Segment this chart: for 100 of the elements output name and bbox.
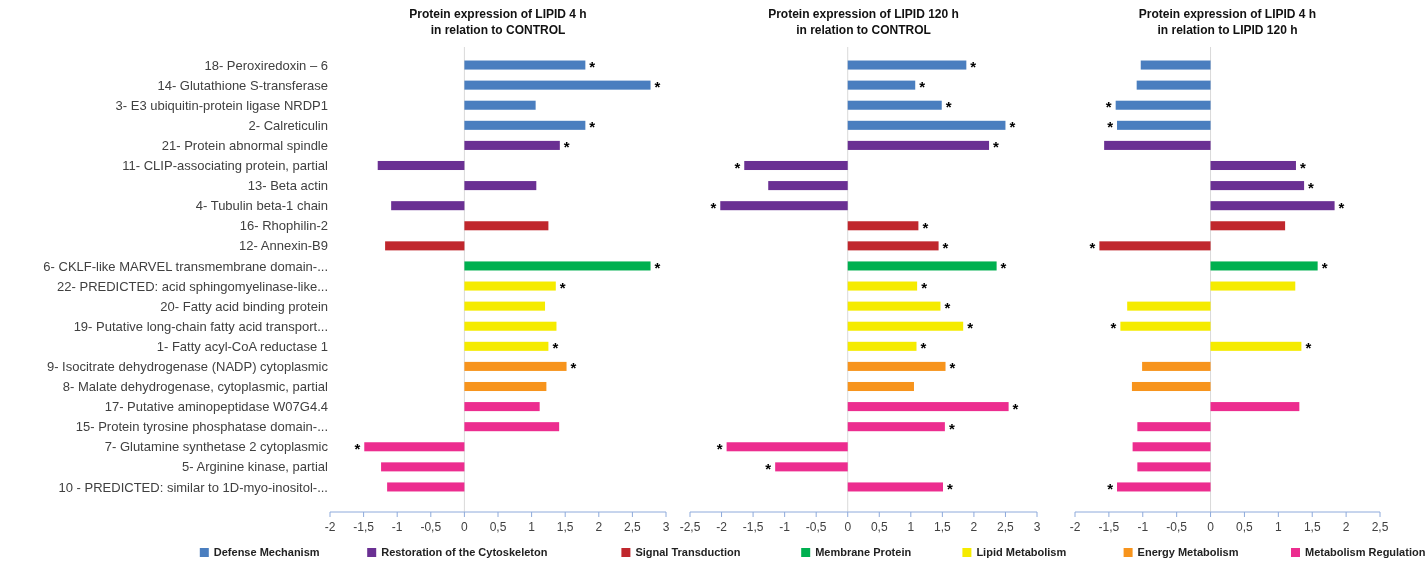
y-tick-label: 12- Annexin-B9 bbox=[239, 238, 328, 254]
bar bbox=[847, 281, 918, 291]
x-tick-label: 0 bbox=[844, 520, 852, 534]
x-tick-label: -1 bbox=[391, 520, 403, 534]
x-tick-label: -1 bbox=[1137, 520, 1149, 534]
data-label: * bbox=[944, 299, 951, 317]
data-label: * bbox=[1338, 198, 1345, 216]
y-tick-label: 16- Rhophilin-2 bbox=[239, 218, 328, 234]
data-label: * bbox=[1089, 238, 1096, 256]
data-label: * bbox=[919, 78, 926, 96]
bar bbox=[847, 221, 919, 231]
chart-title: Protein expression of LIPID 4 h in relation to LIPID 120 h bbox=[1138, 7, 1317, 37]
x-tick-label: -1,5 bbox=[353, 520, 375, 534]
y-tick-label: 1- Fatty acyl-CoA reductase 1 bbox=[156, 338, 328, 354]
bar bbox=[847, 301, 941, 311]
bar bbox=[1140, 60, 1211, 70]
bar bbox=[464, 361, 567, 371]
data-label: * bbox=[946, 479, 953, 497]
data-label: * bbox=[552, 339, 559, 357]
bar bbox=[1210, 341, 1302, 351]
bar bbox=[464, 281, 556, 291]
data-label: * bbox=[1107, 479, 1114, 497]
y-tick-label: 19- Putative long-chain fatty acid transport... bbox=[73, 318, 328, 334]
legend-label: Signal Transduction bbox=[635, 546, 741, 558]
bar bbox=[1210, 261, 1318, 271]
x-tick-label: 3 bbox=[1033, 520, 1041, 534]
bar bbox=[1210, 181, 1305, 191]
x-tick-label: 0,5 bbox=[489, 520, 507, 534]
data-label: * bbox=[710, 198, 717, 216]
data-label: * bbox=[970, 58, 977, 76]
bar bbox=[847, 100, 942, 110]
legend-label: Restoration of the Cytoskeleton bbox=[381, 546, 548, 558]
y-tick-label: 7- Glutamine synthetase 2 cytoplasmic bbox=[104, 439, 329, 455]
y-tick-label: 17- Putative aminopeptidase W07G4.4 bbox=[104, 399, 328, 415]
x-tick-label: -2 bbox=[716, 520, 728, 534]
data-label: * bbox=[1012, 399, 1019, 417]
bar bbox=[464, 80, 651, 90]
bar bbox=[464, 341, 549, 351]
data-label: * bbox=[948, 419, 955, 437]
x-tick-label: 2,5 bbox=[997, 520, 1015, 534]
bar bbox=[847, 80, 916, 90]
x-tick-label: 2 bbox=[595, 520, 603, 534]
bar bbox=[847, 381, 914, 392]
data-label: * bbox=[922, 218, 929, 236]
bar bbox=[464, 140, 560, 150]
x-tick-label: -1,5 bbox=[1098, 520, 1120, 534]
data-label: * bbox=[942, 238, 949, 256]
y-tick-label: 8- Malate dehydrogenase, cytoplasmic, partial bbox=[62, 379, 329, 395]
bar bbox=[464, 422, 560, 432]
y-tick-label: 5- Arginine kinase, partial bbox=[182, 459, 329, 475]
legend-label: Energy Metabolism bbox=[1137, 546, 1239, 558]
bar bbox=[726, 442, 848, 452]
x-tick-label: -2,5 bbox=[679, 520, 701, 534]
bar bbox=[847, 422, 945, 432]
x-tick-label: 1 bbox=[528, 520, 536, 534]
bar bbox=[464, 321, 557, 331]
y-tick-label: 10 - PREDICTED: similar to 1D-myo-inositol-... bbox=[58, 479, 328, 495]
y-tick-label: 15- Protein tyrosine phosphatase domain-... bbox=[75, 419, 328, 435]
y-tick-label: 18- Peroxiredoxin – 6 bbox=[204, 57, 328, 73]
bar bbox=[1142, 361, 1211, 371]
x-tick-label: 2,5 bbox=[1371, 520, 1389, 534]
bar bbox=[1117, 482, 1211, 492]
data-label: * bbox=[1308, 178, 1315, 196]
data-label: * bbox=[1105, 98, 1112, 116]
legend-label: Metabolism Regulation bbox=[1305, 546, 1426, 558]
bar bbox=[1137, 462, 1211, 472]
bar bbox=[391, 201, 465, 211]
bar bbox=[847, 261, 997, 271]
x-tick-label: -2 bbox=[1069, 520, 1081, 534]
x-tick-label: 2 bbox=[1342, 520, 1350, 534]
bar bbox=[1115, 100, 1211, 110]
bar bbox=[744, 160, 848, 171]
x-tick-label: -1,5 bbox=[742, 520, 764, 534]
data-label: * bbox=[589, 118, 596, 136]
legend-label: Lipid Metabolism bbox=[976, 546, 1067, 558]
legend-label: Membrane Protein bbox=[815, 546, 912, 558]
bar bbox=[1210, 201, 1335, 211]
bar bbox=[768, 181, 848, 191]
data-label: * bbox=[1110, 319, 1117, 337]
bar bbox=[847, 241, 939, 251]
bar bbox=[847, 361, 946, 371]
bar bbox=[847, 140, 990, 150]
y-tick-label: 21- Protein abnormal spindle bbox=[161, 137, 328, 153]
y-tick-label: 14- Glutathione S-transferase bbox=[157, 77, 328, 93]
data-label: * bbox=[1299, 158, 1306, 176]
bar bbox=[464, 60, 586, 70]
x-tick-label: -0,5 bbox=[420, 520, 442, 534]
y-tick-label: 9- Isocitrate dehydrogenase (NADP) cytoplasmic bbox=[46, 358, 329, 374]
data-label: * bbox=[945, 98, 952, 116]
data-label: * bbox=[949, 359, 956, 377]
legend-label: Defense Mechanism bbox=[213, 546, 320, 558]
bar bbox=[847, 321, 964, 331]
data-label: * bbox=[559, 279, 566, 297]
data-label: * bbox=[654, 258, 661, 276]
bar bbox=[1099, 241, 1211, 251]
data-label: * bbox=[354, 439, 361, 457]
bar bbox=[847, 402, 1009, 412]
x-tick-label: -0,5 bbox=[1166, 520, 1188, 534]
y-tick-label: 20- Fatty acid binding protein bbox=[160, 298, 328, 314]
data-label: * bbox=[967, 319, 974, 337]
